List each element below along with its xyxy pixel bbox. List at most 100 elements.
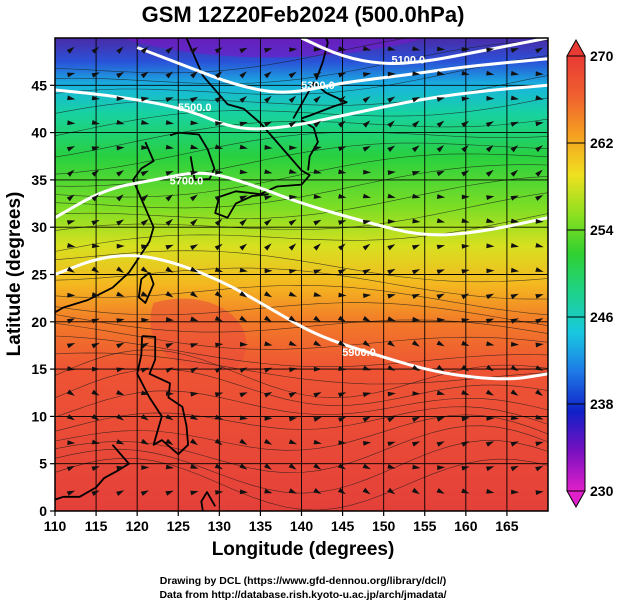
wind-arrow — [412, 46, 421, 51]
wind-arrow — [411, 441, 421, 447]
wind-arrow — [436, 293, 445, 300]
wind-arrow — [165, 97, 174, 103]
wind-arrow — [116, 342, 125, 349]
wind-arrow — [264, 341, 273, 346]
wind-arrow — [288, 367, 298, 373]
wind-arrow — [264, 121, 273, 127]
wind-arrow — [485, 389, 494, 396]
wind-arrow — [461, 145, 469, 153]
wind-arrow — [485, 441, 495, 447]
wind-arrow — [116, 490, 125, 496]
wind-arrow — [116, 96, 125, 101]
wind-arrow — [214, 243, 223, 251]
wind-arrow — [338, 220, 347, 226]
wind-arrow — [190, 367, 199, 373]
wind-arrow — [313, 463, 322, 470]
wind-arrow — [313, 120, 322, 128]
wind-arrow — [140, 342, 149, 349]
wind-arrow — [239, 121, 248, 127]
x-axis-label: Longitude (degrees) — [212, 539, 395, 560]
wind-arrow — [66, 389, 75, 396]
colorbar-min-arrow — [566, 490, 586, 509]
wind-arrow — [387, 294, 396, 299]
wind-arrow — [239, 144, 248, 150]
wind-arrow — [510, 95, 520, 101]
wind-arrow — [338, 72, 347, 78]
wind-arrow — [411, 365, 420, 372]
wind-arrow — [66, 414, 75, 421]
wind-arrow — [66, 46, 75, 54]
wind-arrow — [535, 441, 544, 447]
wind-arrow — [140, 367, 150, 373]
wind-arrow — [510, 267, 520, 273]
wind-arrow — [362, 365, 371, 371]
wind-arrow — [436, 244, 446, 250]
wind-arrow — [141, 244, 150, 250]
wind-arrow — [91, 342, 100, 349]
wind-arrow — [436, 70, 446, 76]
wind-arrow — [288, 243, 297, 251]
wind-arrow — [461, 244, 470, 249]
wind-arrow — [66, 266, 75, 273]
coastline-segment — [137, 271, 155, 304]
wind-arrow — [461, 218, 470, 223]
wind-arrow — [141, 465, 150, 470]
wind-arrow — [66, 194, 75, 202]
wind-arrow — [140, 438, 149, 445]
wind-arrow — [510, 48, 519, 53]
grid — [55, 38, 548, 511]
wind-arrow — [141, 317, 150, 323]
wind-arrow — [91, 266, 100, 273]
wind-arrow — [116, 46, 124, 54]
wind-arrow — [510, 169, 519, 177]
wind-arrow — [288, 95, 297, 103]
wind-arrow — [239, 71, 247, 79]
height-contours: 5100.0 5300.0 5500.0 5700.0 5900.0 — [55, 38, 548, 381]
wind-arrow — [437, 317, 446, 323]
wind-arrow — [535, 267, 544, 272]
wind-arrow — [486, 243, 495, 249]
wind-arrow — [387, 219, 396, 224]
wind-arrow — [535, 195, 544, 201]
wind-arrow — [313, 292, 322, 297]
wind-arrow — [313, 417, 322, 422]
wind-arrow — [91, 72, 100, 78]
wind-arrow — [363, 169, 372, 175]
wind-arrow — [387, 365, 396, 371]
wind-arrow — [214, 218, 223, 226]
wind-arrow — [91, 194, 99, 202]
wind-arrow — [264, 416, 273, 421]
wind-arrow — [485, 364, 494, 372]
wind-arrow — [264, 95, 272, 103]
wind-arrow — [461, 488, 470, 494]
wind-arrow — [461, 96, 470, 102]
wind-arrow — [214, 144, 224, 150]
wind-arrow — [165, 46, 173, 54]
coastline-segment — [185, 38, 311, 219]
wind-arrow — [264, 169, 273, 174]
wind-arrow — [140, 490, 149, 496]
y-tick-label: 40 — [31, 125, 47, 141]
y-axis-label: Latitude (degrees) — [4, 192, 25, 357]
wind-arrow — [461, 47, 470, 52]
wind-arrow — [214, 438, 223, 446]
wind-arrow — [140, 119, 150, 125]
plot-area: 5100.0 5300.0 5500.0 5700.0 5900.0 — [55, 38, 548, 511]
wind-arrow — [337, 463, 346, 470]
wind-arrow — [362, 219, 372, 225]
wind-arrow — [412, 464, 421, 470]
wind-arrow — [190, 120, 199, 126]
wind-arrow — [67, 72, 76, 78]
wind-arrow — [214, 267, 224, 272]
wind-arrow — [288, 169, 298, 174]
wind-arrow — [535, 389, 544, 396]
wind-arrow — [313, 169, 322, 174]
wind-arrow — [313, 366, 322, 372]
credit-drawing: Drawing by DCL (https://www.gfd-dennou.o… — [160, 575, 446, 587]
wind-arrow — [165, 171, 174, 176]
wind-arrow — [313, 315, 322, 323]
wind-arrow — [288, 416, 298, 422]
wind-arrow — [436, 97, 446, 102]
wind-arrow — [66, 146, 76, 152]
wind-arrow — [387, 487, 396, 495]
